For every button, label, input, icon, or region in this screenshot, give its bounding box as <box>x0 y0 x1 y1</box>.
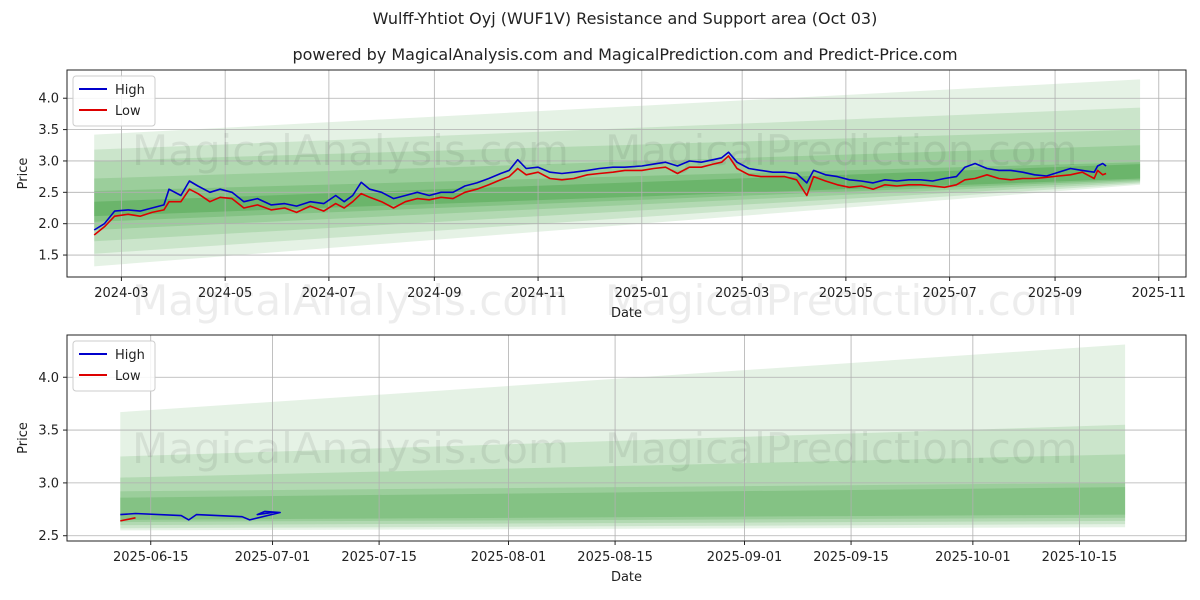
y-tick-label: 2.5 <box>38 186 59 201</box>
x-tick-label: 2025-09-15 <box>813 550 889 565</box>
x-tick-label: 2024-03 <box>94 286 148 301</box>
x-tick-label: 2025-10-15 <box>1042 550 1118 565</box>
x-tick-label: 2025-11 <box>1132 286 1186 301</box>
x-tick-label: 2025-09 <box>1028 286 1082 301</box>
watermark: MagicalPrediction.com <box>605 424 1078 473</box>
y-axis-label: Price <box>16 158 31 190</box>
y-tick-label: 2.5 <box>38 529 59 544</box>
x-tick-label: 2025-08-01 <box>471 550 547 565</box>
support-resistance-band <box>94 164 1141 217</box>
x-tick-label: 2025-03 <box>715 286 769 301</box>
y-tick-label: 1.5 <box>38 249 59 264</box>
x-tick-label: 2025-06-15 <box>113 550 189 565</box>
support-resistance-band <box>94 129 1141 242</box>
x-tick-label: 2024-11 <box>511 286 565 301</box>
band-group <box>120 344 1126 531</box>
chart-subtitle: powered by MagicalAnalysis.com and Magic… <box>292 45 958 64</box>
x-tick-label: 2025-07 <box>922 286 976 301</box>
support-resistance-band <box>120 454 1126 526</box>
legend-label-low: Low <box>115 104 141 119</box>
x-tick-label: 2025-05 <box>819 286 873 301</box>
y-tick-label: 3.0 <box>38 476 59 491</box>
y-tick-label: 3.5 <box>38 123 59 138</box>
y-axis-label: Price <box>16 422 31 454</box>
series-line-high <box>93 151 1107 231</box>
support-resistance-band <box>94 145 1141 230</box>
support-resistance-band <box>120 424 1126 529</box>
legend-label-low: Low <box>115 369 141 384</box>
series-line-low <box>120 517 136 522</box>
legend-label-high: High <box>115 83 145 98</box>
watermark: MagicalAnalysis.com <box>132 276 569 325</box>
y-tick-label: 3.5 <box>38 424 59 439</box>
x-axis-label: Date <box>611 570 642 585</box>
y-tick-label: 2.0 <box>38 217 59 232</box>
watermark: MagicalPrediction.com <box>605 126 1078 175</box>
x-tick-label: 2025-08-15 <box>577 550 653 565</box>
watermark: MagicalAnalysis.com <box>132 424 569 473</box>
support-resistance-band <box>94 107 1141 254</box>
support-resistance-band <box>120 482 1126 522</box>
plot-frame <box>66 334 1187 542</box>
support-resistance-band <box>120 344 1126 531</box>
panel-top: MagicalAnalysis.com MagicalAnalysis.com Ma… <box>16 69 1187 325</box>
x-tick-label: 2025-10-01 <box>935 550 1011 565</box>
series-line-low <box>93 155 1107 236</box>
chart-title: Wulff-Yhtiot Oyj (WUF1V) Resistance and … <box>372 9 878 28</box>
series-group <box>120 510 281 522</box>
plot-frame <box>66 69 1187 278</box>
x-axis-label: Date <box>611 306 642 321</box>
panel-bottom: MagicalAnalysis.com MagicalPrediction.com… <box>16 334 1187 585</box>
x-tick-label: 2025-07-15 <box>341 550 417 565</box>
x-tick-label: 2024-09 <box>407 286 461 301</box>
watermark: MagicalPrediction.com <box>605 276 1078 325</box>
x-tick-label: 2025-01 <box>615 286 669 301</box>
y-tick-label: 4.0 <box>38 92 59 107</box>
x-tick-label: 2024-07 <box>302 286 356 301</box>
legend: High Low <box>72 75 156 127</box>
x-tick-label: 2025-07-01 <box>235 550 311 565</box>
series-group <box>93 151 1107 236</box>
x-tick-label: 2024-05 <box>198 286 252 301</box>
x-tick-label: 2025-09-01 <box>707 550 783 565</box>
support-resistance-band <box>120 487 1126 520</box>
support-resistance-band <box>94 79 1141 267</box>
y-tick-label: 4.0 <box>38 371 59 386</box>
legend-label-high: High <box>115 348 145 363</box>
legend: High Low <box>72 340 156 392</box>
series-line-high <box>120 510 281 521</box>
band-group <box>94 79 1141 267</box>
y-tick-label: 3.0 <box>38 154 59 169</box>
watermark: MagicalAnalysis.com <box>132 126 569 175</box>
